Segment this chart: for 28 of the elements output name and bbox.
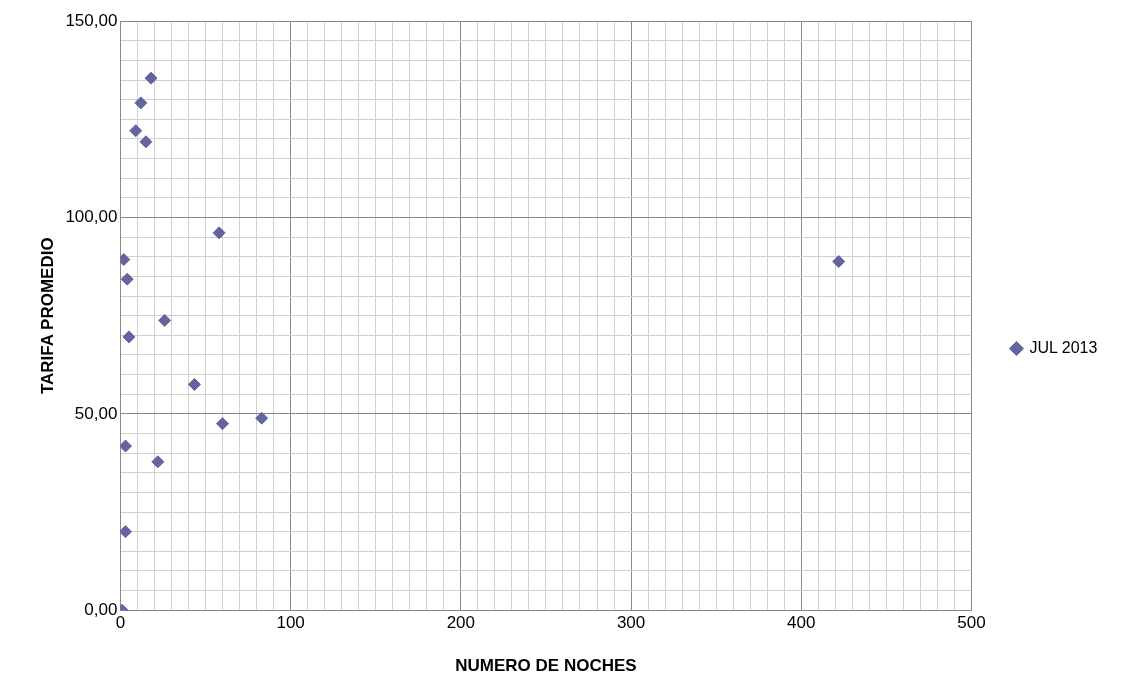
point: [129, 124, 143, 138]
point: [144, 71, 158, 85]
x-tick-label: 0: [115, 613, 126, 633]
point: [120, 272, 134, 286]
point: [122, 330, 136, 344]
point: [151, 455, 165, 469]
point: [139, 135, 153, 149]
x-tick-label: 500: [957, 613, 986, 633]
x-tick-label: 200: [446, 613, 476, 633]
point: [216, 417, 230, 431]
y-tick-label: 50,00: [74, 403, 118, 423]
y-tick-label: 100,00: [65, 207, 118, 227]
x-tick-label: 300: [616, 613, 646, 633]
point: [120, 525, 132, 539]
point: [134, 96, 148, 110]
point: [158, 313, 172, 327]
x-tick-label: 400: [787, 613, 816, 633]
point: [255, 411, 269, 425]
legend-label: JUL 2013: [1029, 338, 1098, 356]
y-tick-label: 150,00: [65, 10, 118, 30]
x-tick-label: 100: [276, 613, 305, 633]
x-axis-title: NUMERO DE NOCHES: [455, 656, 637, 676]
point: [832, 255, 846, 269]
point: [187, 377, 201, 391]
y-tick-label: 0,00: [84, 599, 118, 619]
y-axis-title: TARIFA PROMEDIO: [37, 237, 57, 395]
point: [120, 439, 132, 453]
point: [212, 226, 226, 240]
